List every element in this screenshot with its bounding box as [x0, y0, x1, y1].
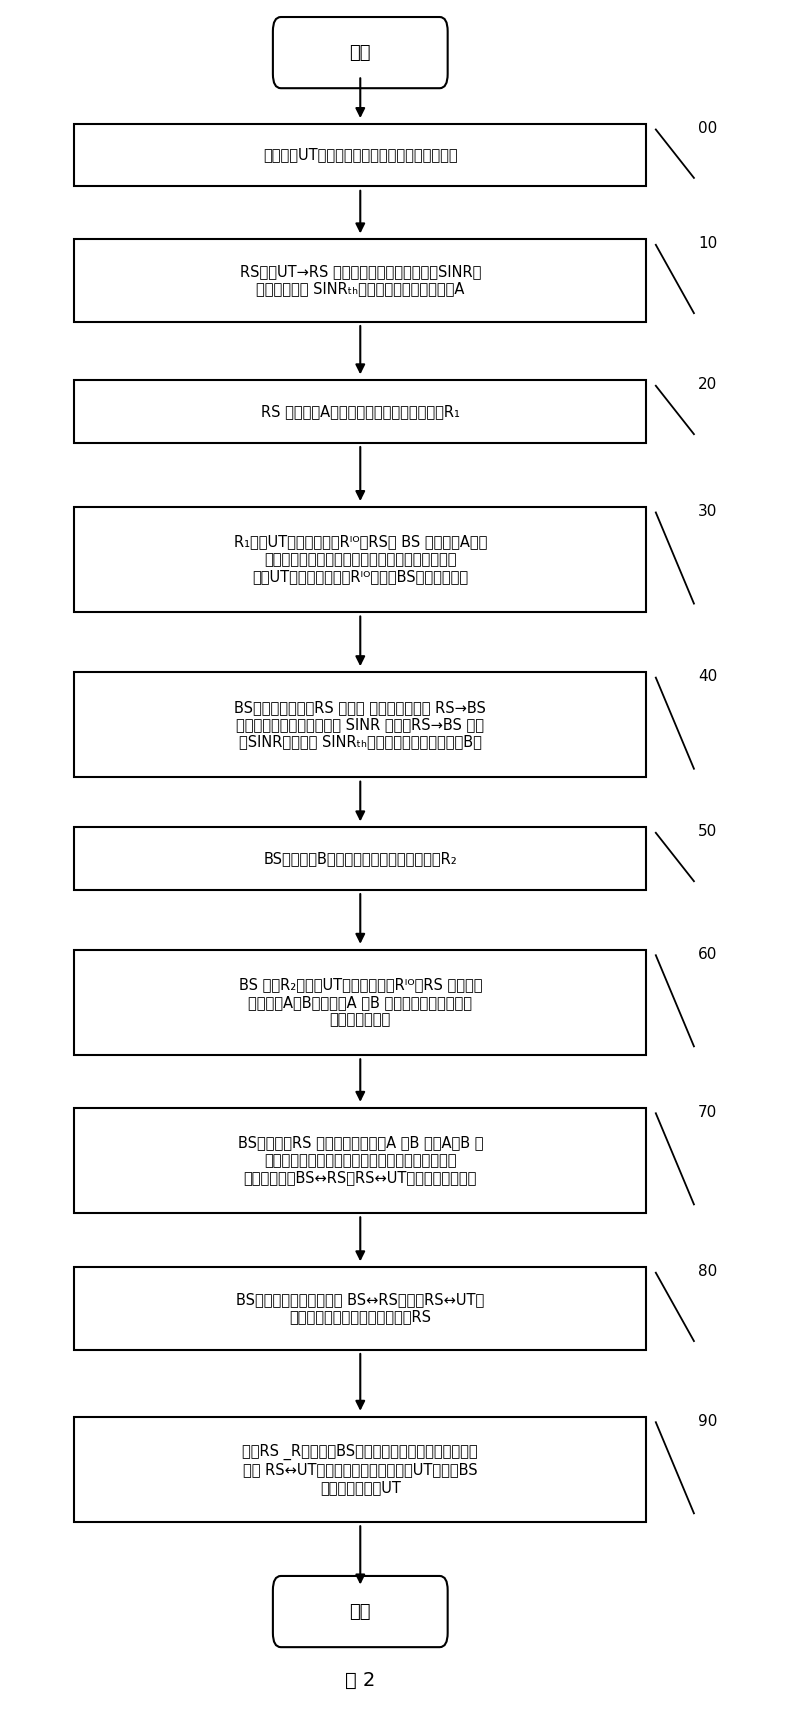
Text: RS估计UT→RS 链路在所有可用子信道上的SINR，
并将超过阀值 SINRₜₕ的子信道索引号计入集合A: RS估计UT→RS 链路在所有可用子信道上的SINR， 并将超过阀值 SINRₜ… [239, 264, 481, 297]
FancyBboxPatch shape [273, 1575, 448, 1647]
Bar [74, 507, 646, 612]
Text: 90: 90 [698, 1414, 718, 1429]
Text: 开始: 开始 [350, 43, 371, 62]
Text: 80: 80 [698, 1265, 717, 1279]
Text: 00: 00 [698, 122, 717, 135]
Text: 目标RS _R解析来自BS的通知信息，将中继站选择结果
以及 RS↔UT链路子信道分配结果通知UT，并向BS
反馈已经通知了UT: 目标RS _R解析来自BS的通知信息，将中继站选择结果 以及 RS↔UT链路子信… [242, 1443, 478, 1495]
Text: 50: 50 [698, 824, 717, 840]
Text: BS 记录R₂超过了UT传输速率要求Rᴵᴼ的RS 对应的子
信道集合A和B以及集合A 和B 中每个子信道能够支持
的最高调制方式: BS 记录R₂超过了UT传输速率要求Rᴵᴼ的RS 对应的子 信道集合A和B以及集… [238, 977, 482, 1027]
Text: 结束: 结束 [350, 1603, 371, 1620]
Text: 40: 40 [698, 668, 717, 684]
Text: 30: 30 [698, 504, 718, 519]
Text: R₁超过UT传输速率要求Rᴵᴼ的RS向 BS 报告集合A中每
个子信道的索引号及其能够支持的最高调制方式，
以及UT的传输速率要求Rᴵᴼ，并向BS发起带宽请求: R₁超过UT传输速率要求Rᴵᴼ的RS向 BS 报告集合A中每 个子信道的索引号及… [234, 535, 487, 584]
Text: RS 估计集合A对应子信道上的最大传输能力R₁: RS 估计集合A对应子信道上的最大传输能力R₁ [261, 405, 460, 418]
Bar [74, 1416, 646, 1522]
Text: BS估计集合B对应子信道上的最大传输能力R₂: BS估计集合B对应子信道上的最大传输能力R₂ [263, 850, 457, 866]
Text: 20: 20 [698, 377, 717, 393]
Text: 70: 70 [698, 1106, 717, 1119]
Text: BS接收向其报告的RS 的信号 ，并测量对应的 RS→BS
链路在每个可用子信道上的 SINR ，并将RS→BS 链路
中SINR超过阀值 SINRₜₕ的子信道: BS接收向其报告的RS 的信号 ，并测量对应的 RS→BS 链路在每个可用子信道… [234, 699, 486, 749]
Bar [74, 1267, 646, 1349]
Bar [74, 672, 646, 776]
Text: BS将中继站选择结果以及 BS↔RS链路和RS↔UT链
路子信道分配结果广播通知所有RS: BS将中继站选择结果以及 BS↔RS链路和RS↔UT链 路子信道分配结果广播通知… [236, 1292, 485, 1325]
Bar [74, 240, 646, 322]
Text: 图 2: 图 2 [345, 1671, 375, 1690]
Bar [74, 1107, 646, 1214]
Text: 10: 10 [698, 237, 717, 252]
Text: 60: 60 [698, 946, 718, 962]
FancyBboxPatch shape [273, 17, 448, 87]
Bar [74, 381, 646, 442]
Text: 用户终端UT发送带宽请求信号以及信道测量信号: 用户终端UT发送带宽请求信号以及信道测量信号 [263, 147, 458, 163]
Bar [74, 123, 646, 187]
Bar [74, 828, 646, 890]
Bar [74, 950, 646, 1054]
Text: BS依据每个RS 对应的子信道集合A 和B 以及A和B 中
每个子信道能够支持的最高调制方式，集中执行中
继站选择以及BS↔RS和RS↔UT链路的子信道分配: BS依据每个RS 对应的子信道集合A 和B 以及A和B 中 每个子信道能够支持的… [238, 1135, 483, 1184]
